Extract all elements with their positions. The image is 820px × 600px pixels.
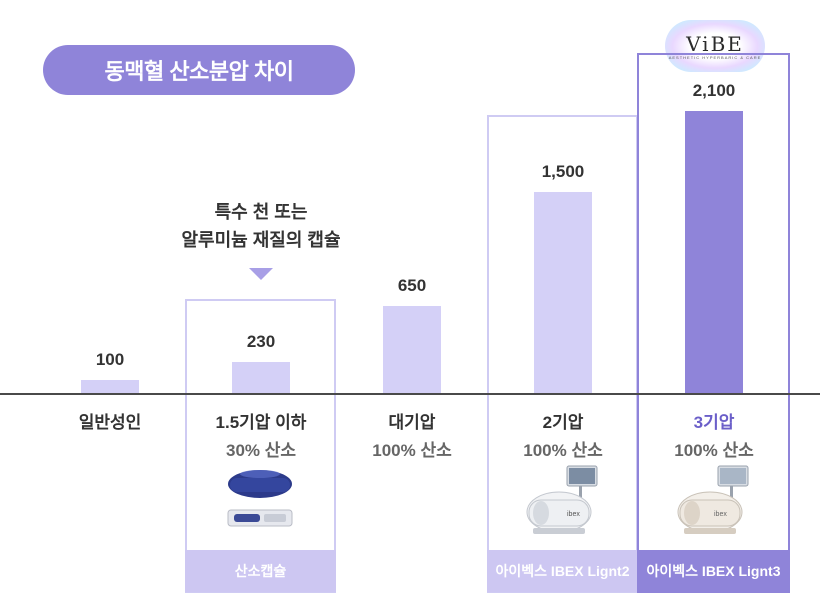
logo-subtext: AESTHETIC HYPERBARIC & CARE [668, 54, 762, 60]
category-sublabel-1: 30% 산소 [225, 441, 297, 460]
chart-title: 동맥혈 산소분압 차이 [43, 45, 355, 95]
value-label-0: 100 [95, 350, 125, 369]
callout-line-2: 알루미늄 재질의 캡슐 [181, 230, 341, 250]
category-sublabel-4: 100% 산소 [674, 441, 754, 460]
category-label-0: 일반성인 [78, 413, 142, 432]
value-label-1: 230 [246, 332, 276, 351]
category-label-1: 1.5기압 이하 [215, 413, 307, 432]
callout-line-1: 특수 천 또는 [214, 202, 308, 222]
category-label-4: 3기압 [693, 413, 735, 432]
footer-band-capsule: 산소캡슐 [185, 550, 336, 592]
category-label-2: 대기압 [388, 413, 436, 432]
value-label-2: 650 [397, 276, 427, 295]
oxygen-capsule-icon [227, 470, 293, 527]
category-sublabel-2: 100% 산소 [372, 441, 452, 460]
value-label-3: 1,500 [541, 162, 585, 181]
bar-4 [685, 111, 743, 393]
category-label-3: 2기압 [542, 413, 584, 432]
frame-ibex3 [637, 53, 790, 593]
bar-2 [383, 306, 441, 393]
footer-band-ibex2: 아이벡스 IBEX Lignt2 [487, 550, 638, 592]
callout-text: 특수 천 또는 알루미늄 재질의 캡슐 [150, 198, 372, 254]
footer-band-ibex3: 아이벡스 IBEX Lignt3 [637, 550, 790, 592]
logo-text: ViBE [686, 31, 744, 56]
chart-baseline [0, 393, 820, 395]
svg-text:ibex: ibex [567, 511, 580, 518]
bar-0 [81, 380, 139, 393]
ibex-chamber-icon: ibex [526, 465, 598, 534]
frame-capsule [185, 299, 336, 593]
product-label: 아이벡스 IBEX Lignt3 [646, 563, 781, 579]
bar-1 [232, 362, 290, 393]
svg-text:ibex: ibex [714, 511, 727, 518]
product-label: 산소캡슐 [234, 563, 287, 579]
product-label: 아이벡스 IBEX Lignt2 [495, 563, 630, 579]
callout-arrow-icon [249, 268, 273, 280]
value-label-4: 2,100 [692, 81, 736, 100]
ibex-chamber-icon: ibex [677, 465, 749, 534]
category-sublabel-3: 100% 산소 [523, 441, 603, 460]
vibe-logo: ViBE AESTHETIC HYPERBARIC & CARE [665, 20, 765, 72]
bar-3 [534, 192, 592, 393]
